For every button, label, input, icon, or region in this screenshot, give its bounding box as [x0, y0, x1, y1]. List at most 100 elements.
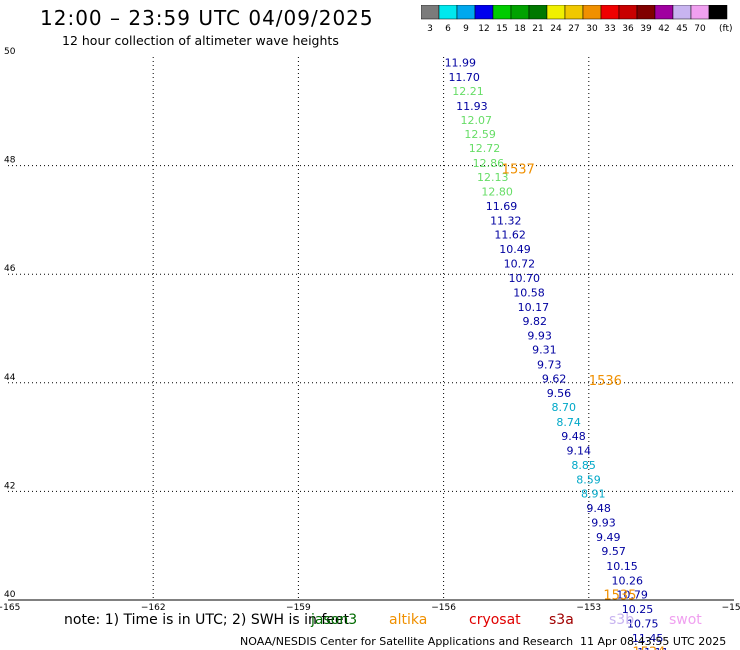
footer-note: note: 1) Time is in UTC; 2) SWH is in fe… [64, 612, 350, 628]
y-tick-label: 42 [4, 481, 15, 491]
swh-label: 11.32 [490, 214, 521, 227]
colorbar-swatch [438, 5, 458, 20]
colorbar-swatch [690, 5, 710, 20]
time-label: 1534 [632, 646, 665, 650]
legend-s3b: s3b [609, 612, 635, 628]
swh-label: 9.14 [567, 445, 592, 458]
colorbar-tick-label: 6 [445, 24, 451, 34]
colorbar-tick-label: 9 [463, 24, 469, 34]
colorbar-tick-label: 21 [532, 24, 543, 34]
y-tick-label: 50 [4, 47, 16, 57]
swh-label: 12.07 [461, 114, 493, 127]
swh-label: 9.48 [586, 502, 611, 515]
swh-label: 9.93 [591, 516, 616, 529]
swh-label: 12.59 [464, 128, 496, 141]
swh-label: 12.21 [452, 85, 484, 98]
time-label: 1536 [589, 374, 622, 389]
colorbar-unit: (ft) [719, 24, 733, 34]
swh-label: 9.93 [527, 330, 552, 343]
colorbar-swatch [582, 5, 602, 20]
chart-title: 12:00 – 23:59 UTC 04/09/2025 [40, 6, 374, 30]
swh-label: 11.62 [494, 229, 526, 242]
swh-label: 12.80 [481, 186, 513, 199]
x-tick-label: −162 [141, 603, 166, 613]
swh-label: 11.70 [448, 71, 480, 84]
credit-text: NOAA/NESDIS Center for Satellite Applica… [240, 635, 574, 648]
colorbar-swatch [654, 5, 674, 20]
colorbar-tick-label: 18 [514, 24, 526, 34]
swh-label: 9.82 [522, 315, 547, 328]
swh-label: 11.45 [632, 632, 664, 645]
time-label: 1537 [502, 162, 535, 177]
legend-cryosat: cryosat [469, 612, 521, 628]
legend-jason3: jason3 [311, 612, 358, 628]
swh-label: 11.69 [486, 200, 518, 213]
colorbar-tick-label: 27 [568, 24, 579, 34]
colorbar-tick-label: 24 [550, 24, 562, 34]
swh-label: 10.72 [504, 257, 535, 270]
x-tick-label: −159 [286, 603, 311, 613]
swh-label: 10.58 [513, 287, 545, 300]
colorbar-swatch [474, 5, 494, 20]
swh-label: 9.56 [547, 387, 572, 400]
colorbar-swatch [528, 5, 548, 20]
y-tick-label: 46 [4, 264, 16, 274]
colorbar-swatch [456, 5, 476, 20]
colorbar-swatch [421, 5, 440, 20]
swh-label: 9.31 [532, 344, 557, 357]
axes: −165 −162 −159 −156 −153 −150 40 42 44 46 48 50 [0, 47, 740, 613]
time-labels: 1537 1536 1535 1534 [502, 162, 666, 650]
swh-label: 8.59 [576, 473, 601, 486]
swh-label: 10.79 [616, 589, 648, 602]
swh-label: 9.57 [601, 545, 626, 558]
swh-label: 8.91 [581, 488, 606, 501]
swh-label: 11.99 [445, 56, 477, 69]
colorbar: 3 6 9 12 15 18 21 24 27 30 33 36 39 42 45 70 (ft) [421, 5, 733, 34]
colorbar-swatch [510, 5, 530, 20]
legend-altika: altika [389, 612, 428, 628]
swh-label: 8.70 [552, 401, 577, 414]
colorbar-swatch [546, 5, 566, 20]
swh-label: 12.86 [473, 157, 505, 170]
x-tick-label: −150 [722, 603, 740, 613]
swh-label: 10.15 [606, 560, 638, 573]
y-tick-label: 48 [4, 156, 16, 166]
colorbar-swatch [492, 5, 512, 20]
colorbar-swatch [672, 5, 692, 20]
colorbar-swatch [600, 5, 620, 20]
y-tick-label: 44 [4, 373, 16, 383]
swh-label: 10.49 [499, 243, 531, 256]
legend-s3a: s3a [549, 612, 574, 628]
x-tick-label: −165 [0, 603, 20, 613]
swh-label: 11.93 [456, 100, 488, 113]
swh-label: 12.13 [477, 171, 509, 184]
swh-label: 9.49 [596, 531, 621, 544]
colorbar-swatch [618, 5, 638, 20]
colorbar-tick-label: 3 [427, 24, 433, 34]
swh-label: 9.62 [542, 372, 567, 385]
colorbar-swatch [708, 5, 728, 20]
chart-subtitle: 12 hour collection of altimeter wave hei… [62, 33, 339, 48]
colorbar-tick-label: 45 [676, 24, 687, 34]
x-tick-label: −156 [431, 603, 456, 613]
timestamp-text: 11 Apr 08:43:55 UTC 2025 [580, 635, 727, 648]
time-label: 1535 [603, 589, 636, 604]
swh-label: 11.11 [637, 646, 669, 650]
colorbar-tick-label: 39 [640, 24, 652, 34]
grid-lines [8, 57, 734, 600]
colorbar-swatch [636, 5, 656, 20]
swh-label: 8.85 [571, 459, 596, 472]
y-tick-label: 40 [4, 590, 16, 600]
swh-label: 12.72 [469, 142, 501, 155]
swh-label: 8.74 [556, 416, 581, 429]
colorbar-swatch [564, 5, 584, 20]
swh-label: 10.25 [622, 603, 654, 616]
colorbar-tick-label: 12 [478, 24, 489, 34]
swh-label: 10.75 [627, 617, 659, 630]
swh-label: 10.17 [518, 301, 550, 314]
swh-label: 9.48 [561, 430, 586, 443]
x-tick-label: −153 [576, 603, 601, 613]
colorbar-tick-label: 70 [694, 24, 706, 34]
